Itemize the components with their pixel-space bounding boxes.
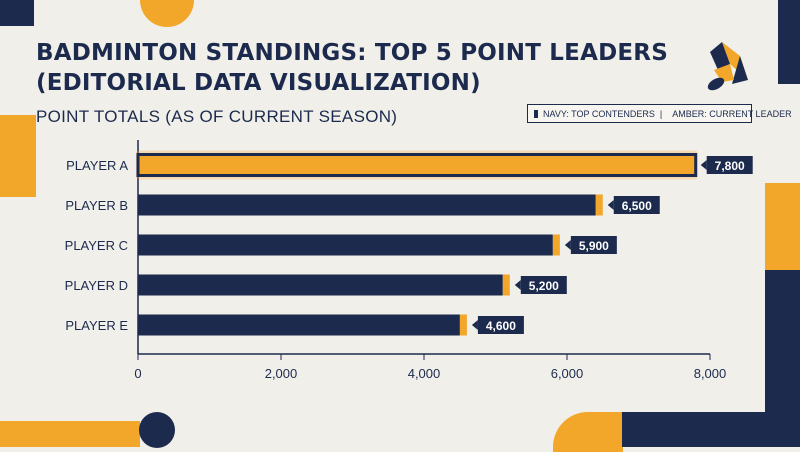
chart-title: BADMINTON STANDINGS: TOP 5 POINT LEADERS… <box>36 40 668 96</box>
bar-cap <box>552 234 560 256</box>
category-label: PLAYER A <box>66 158 128 173</box>
bar-cap <box>502 274 510 296</box>
corner-circle-bottom <box>139 412 175 448</box>
chart-legend: NAVY: TOP CONTENDERS | AMBER: CURRENT LE… <box>527 104 792 123</box>
x-tick-label: 2,000 <box>265 366 298 381</box>
category-label: PLAYER E <box>65 318 128 333</box>
bar <box>136 153 698 177</box>
side-block-right-navy <box>765 270 800 447</box>
category-label: PLAYER C <box>65 238 128 253</box>
value-label: 7,800 <box>715 159 745 173</box>
bar <box>138 234 553 256</box>
chart-subtitle: POINT TOTALS (AS OF CURRENT SEASON) <box>36 107 398 126</box>
value-label-box <box>570 236 617 254</box>
bar-cap <box>459 314 467 336</box>
x-tick-label: 0 <box>134 366 141 381</box>
value-label: 5,900 <box>579 239 609 253</box>
value-label-box <box>477 316 524 334</box>
legend-amber-label: AMBER: CURRENT LEADER <box>672 108 792 119</box>
value-label-box <box>613 196 660 214</box>
legend-separator: | <box>659 108 663 119</box>
corner-block-bottom-right <box>622 412 767 447</box>
x-tick-label: 6,000 <box>551 366 584 381</box>
value-label-pointer <box>471 320 478 330</box>
corner-block-top-left <box>0 0 34 26</box>
value-label-pointer <box>700 160 707 170</box>
bar-cap <box>595 194 603 216</box>
bar <box>138 274 503 296</box>
value-label: 6,500 <box>622 199 652 213</box>
bar <box>138 314 460 336</box>
value-label-box <box>706 156 753 174</box>
side-block-left <box>0 115 36 197</box>
legend-navy-swatch <box>534 109 538 118</box>
value-label-pointer <box>607 200 614 210</box>
value-label-pointer <box>564 240 571 250</box>
x-tick-label: 4,000 <box>408 366 441 381</box>
legend-navy-label: NAVY: TOP CONTENDERS <box>543 108 655 119</box>
category-label: PLAYER D <box>65 278 128 293</box>
value-label-box <box>520 276 567 294</box>
shuttlecock-icon <box>700 40 752 92</box>
corner-block-bottom-left <box>0 421 140 447</box>
bar <box>138 194 596 216</box>
value-label: 5,200 <box>529 279 559 293</box>
value-label: 4,600 <box>486 319 516 333</box>
category-label: PLAYER B <box>65 198 128 213</box>
value-label-pointer <box>514 280 521 290</box>
corner-block-top-right <box>778 0 800 84</box>
x-tick-label: 8,000 <box>694 366 727 381</box>
side-block-right-amber <box>765 183 800 270</box>
